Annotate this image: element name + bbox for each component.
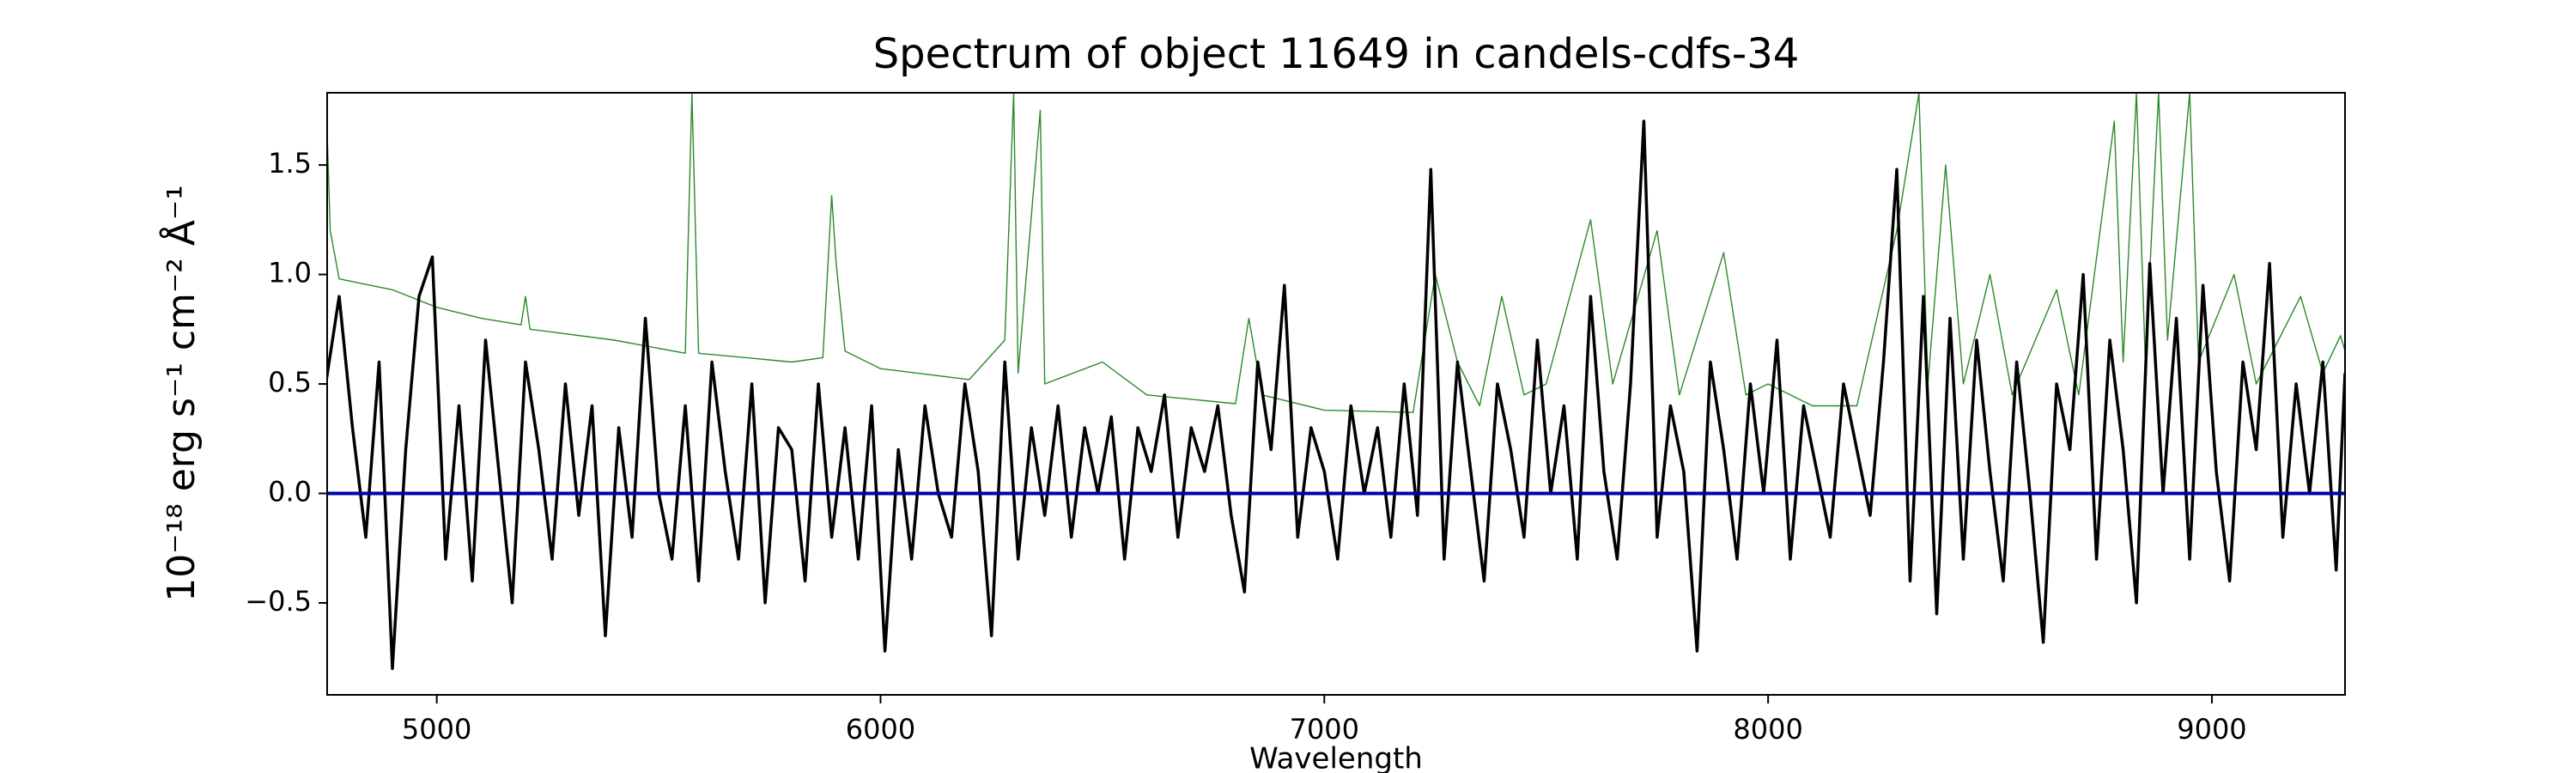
chart-title: Spectrum of object 11649 in candels-cdfs… — [873, 30, 1800, 78]
y-tick-label: 0.0 — [268, 475, 312, 508]
y-tick-label: 1.0 — [268, 257, 312, 289]
axes-frame — [326, 92, 2346, 696]
x-tick-label: 9000 — [2177, 713, 2246, 746]
y-tick-label: 0.5 — [268, 366, 312, 399]
spectrum-line — [327, 119, 2345, 671]
x-tick-label: 8000 — [1733, 713, 1802, 746]
y-tick-label: 1.5 — [268, 147, 312, 180]
x-tick-label: 5000 — [402, 713, 471, 746]
spectrum-line — [327, 93, 2345, 413]
x-tick-label: 7000 — [1290, 713, 1359, 746]
y-tick-label: −0.5 — [245, 585, 312, 618]
plot-area — [327, 93, 2345, 671]
x-tick-label: 6000 — [846, 713, 915, 746]
y-axis-label: 10⁻¹⁸ erg s⁻¹ cm⁻² Å⁻¹ — [158, 185, 204, 601]
x-axis-label: Wavelength — [1249, 742, 1423, 773]
